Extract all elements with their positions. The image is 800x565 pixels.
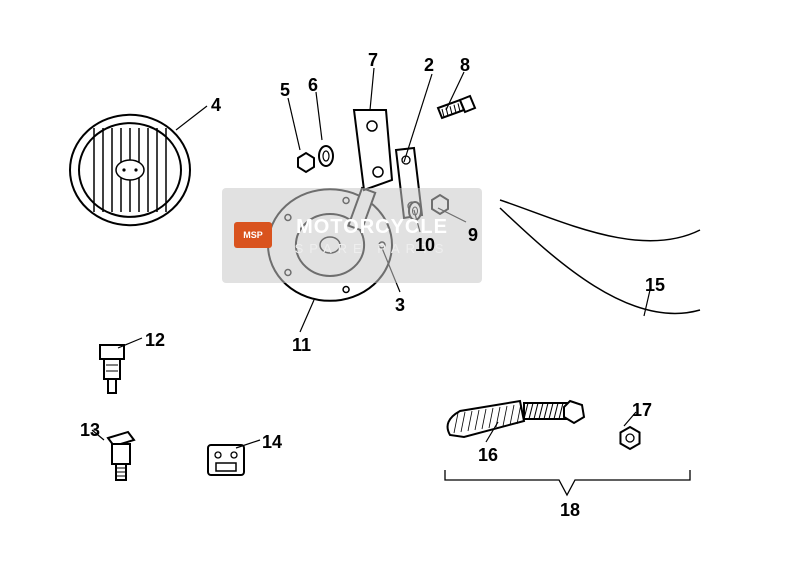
callout-4: 4 bbox=[211, 95, 221, 116]
callout-5: 5 bbox=[280, 80, 290, 101]
diagram-stage: MSP MOTORCYCLE SPARE PARTS 2345678910111… bbox=[0, 0, 800, 565]
callout-2: 2 bbox=[424, 55, 434, 76]
callout-9: 9 bbox=[468, 225, 478, 246]
callout-7: 7 bbox=[368, 50, 378, 71]
callout-15: 15 bbox=[645, 275, 665, 296]
callout-8: 8 bbox=[460, 55, 470, 76]
callout-11: 11 bbox=[292, 335, 311, 356]
callout-12: 12 bbox=[145, 330, 165, 351]
callout-18: 18 bbox=[560, 500, 580, 521]
bracket-18 bbox=[445, 470, 690, 495]
callout-16: 16 bbox=[478, 445, 498, 466]
parts-layer bbox=[70, 96, 700, 480]
callout-17: 17 bbox=[632, 400, 652, 421]
callout-10: 10 bbox=[415, 235, 435, 256]
callout-14: 14 bbox=[262, 432, 282, 453]
diagram-svg bbox=[0, 0, 800, 565]
callout-6: 6 bbox=[308, 75, 318, 96]
callout-3: 3 bbox=[395, 295, 405, 316]
callout-13: 13 bbox=[80, 420, 100, 441]
